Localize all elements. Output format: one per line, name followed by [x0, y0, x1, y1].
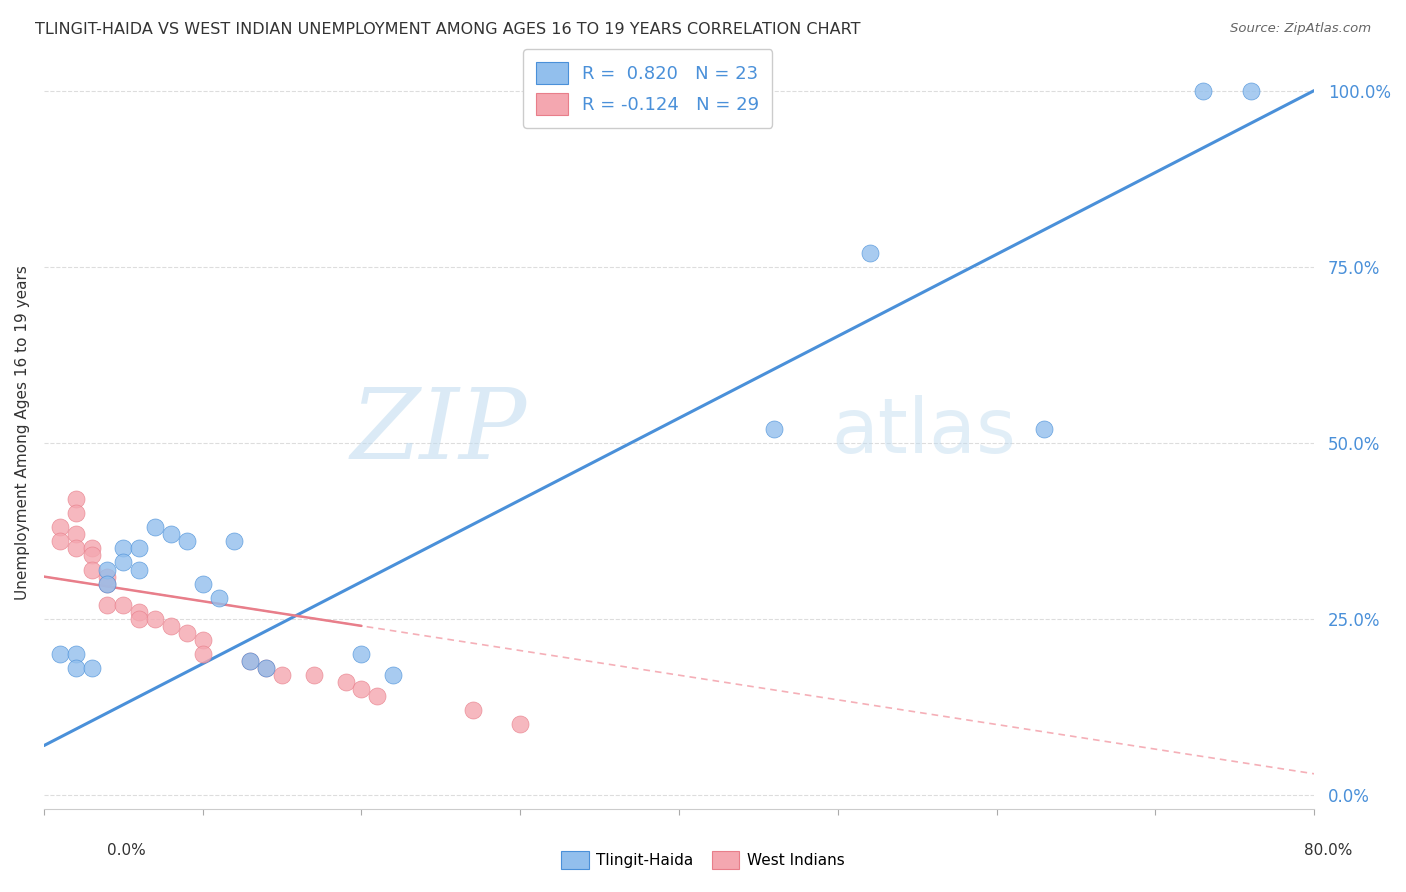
- Text: 0.0%: 0.0%: [107, 843, 146, 858]
- Point: [80, 549, 103, 563]
- Point: [1192, 84, 1215, 98]
- Point: [271, 668, 294, 682]
- Point: [80, 661, 103, 675]
- Point: [176, 626, 198, 640]
- Y-axis label: Unemployment Among Ages 16 to 19 years: Unemployment Among Ages 16 to 19 years: [15, 265, 30, 599]
- Point: [49, 647, 72, 661]
- Point: [858, 245, 880, 260]
- Point: [350, 647, 373, 661]
- Point: [254, 661, 277, 675]
- Point: [224, 534, 246, 549]
- Point: [207, 591, 229, 605]
- Point: [65, 541, 87, 556]
- Point: [65, 506, 87, 520]
- Point: [350, 682, 373, 697]
- Point: [96, 569, 118, 583]
- Point: [1239, 84, 1261, 98]
- Point: [191, 576, 214, 591]
- Point: [65, 492, 87, 507]
- Point: [366, 690, 388, 704]
- Point: [128, 612, 150, 626]
- Point: [65, 647, 87, 661]
- Point: [382, 668, 405, 682]
- Point: [302, 668, 325, 682]
- Text: TLINGIT-HAIDA VS WEST INDIAN UNEMPLOYMENT AMONG AGES 16 TO 19 YEARS CORRELATION : TLINGIT-HAIDA VS WEST INDIAN UNEMPLOYMEN…: [35, 22, 860, 37]
- Point: [335, 675, 357, 690]
- Point: [461, 703, 484, 717]
- Point: [239, 654, 262, 668]
- Point: [96, 576, 118, 591]
- Point: [80, 562, 103, 576]
- Point: [254, 661, 277, 675]
- Point: [191, 632, 214, 647]
- Point: [143, 612, 166, 626]
- Point: [49, 520, 72, 534]
- Point: [112, 541, 135, 556]
- Point: [65, 527, 87, 541]
- Point: [112, 556, 135, 570]
- Point: [160, 527, 183, 541]
- Point: [763, 422, 786, 436]
- Text: atlas: atlas: [831, 395, 1017, 469]
- Point: [128, 605, 150, 619]
- Point: [128, 541, 150, 556]
- Text: ZIP: ZIP: [350, 384, 527, 480]
- Point: [128, 562, 150, 576]
- Point: [239, 654, 262, 668]
- Point: [112, 598, 135, 612]
- Point: [96, 562, 118, 576]
- Point: [49, 534, 72, 549]
- Point: [96, 576, 118, 591]
- Point: [191, 647, 214, 661]
- Point: [160, 619, 183, 633]
- Point: [65, 661, 87, 675]
- Point: [80, 541, 103, 556]
- Point: [176, 534, 198, 549]
- Point: [509, 717, 531, 731]
- Text: 80.0%: 80.0%: [1305, 843, 1353, 858]
- Legend: R =  0.820   N = 23, R = -0.124   N = 29: R = 0.820 N = 23, R = -0.124 N = 29: [523, 49, 772, 128]
- Point: [96, 598, 118, 612]
- Point: [143, 520, 166, 534]
- Legend: Tlingit-Haida, West Indians: Tlingit-Haida, West Indians: [555, 845, 851, 875]
- Point: [1033, 422, 1056, 436]
- Text: Source: ZipAtlas.com: Source: ZipAtlas.com: [1230, 22, 1371, 36]
